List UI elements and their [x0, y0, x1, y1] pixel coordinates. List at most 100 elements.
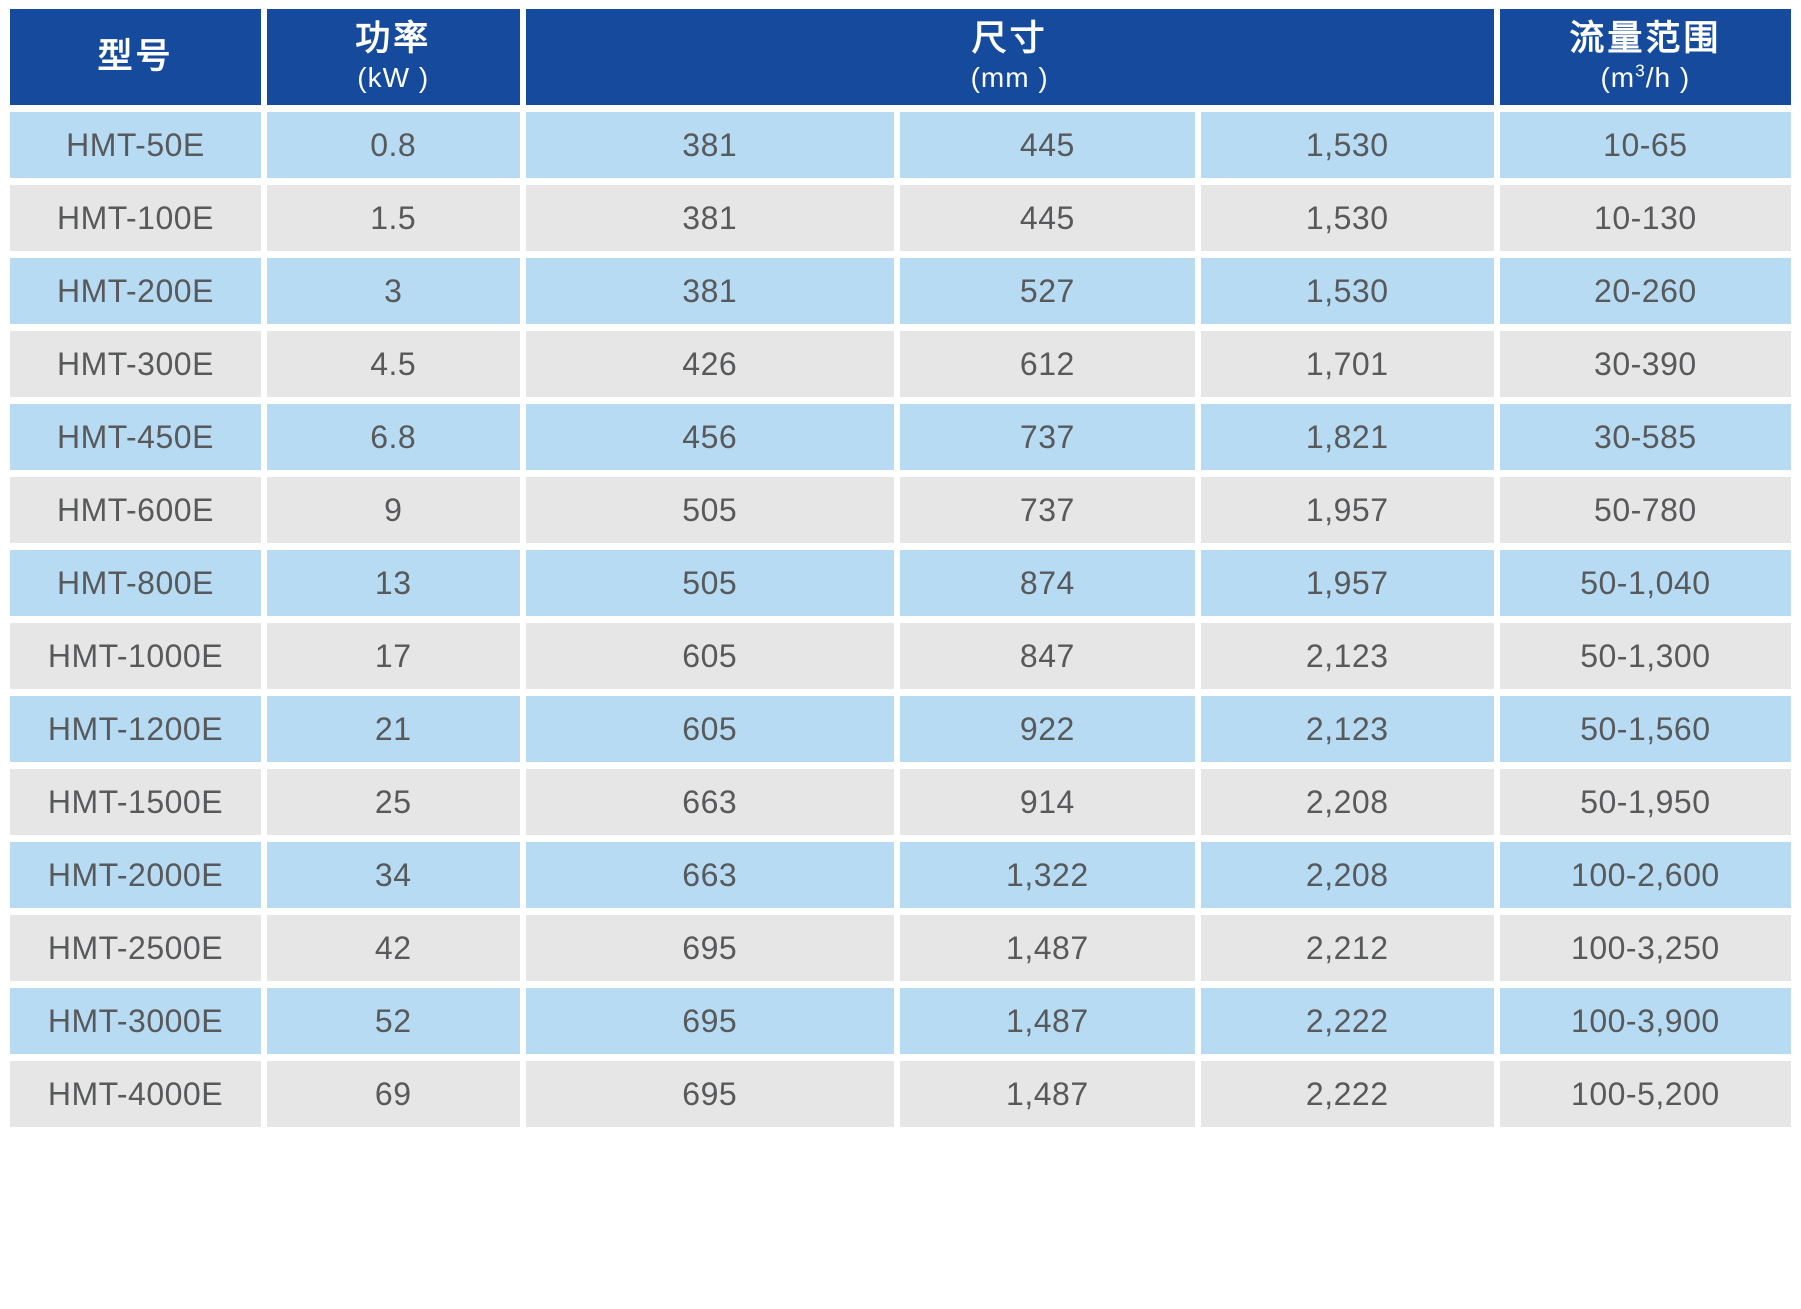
power-cell: 69: [266, 1061, 520, 1127]
dim2-cell: 737: [899, 477, 1195, 543]
dim3-cell: 2,222: [1200, 988, 1494, 1054]
flow-cell: 10-65: [1499, 112, 1791, 178]
table-row: HMT-800E 13 505 874 1,957 50-1,040: [10, 550, 1791, 616]
header-flow-range-label: 流量范围: [1569, 19, 1722, 59]
dim3-cell: 1,530: [1200, 258, 1494, 324]
power-cell: 21: [266, 696, 520, 762]
dim2-cell: 445: [899, 185, 1195, 251]
power-cell: 34: [266, 842, 520, 908]
flow-cell: 100-5,200: [1499, 1061, 1791, 1127]
dim2-cell: 612: [899, 331, 1195, 397]
model-cell: HMT-2500E: [10, 915, 261, 981]
dim1-cell: 505: [525, 477, 894, 543]
dim1-cell: 381: [525, 185, 894, 251]
table-row: HMT-4000E 69 695 1,487 2,222 100-5,200: [10, 1061, 1791, 1127]
power-cell: 4.5: [266, 331, 520, 397]
dim3-cell: 1,530: [1200, 185, 1494, 251]
table-row: HMT-2000E 34 663 1,322 2,208 100-2,600: [10, 842, 1791, 908]
header-power: 功率 (kW ): [266, 9, 520, 105]
table-row: HMT-1200E 21 605 922 2,123 50-1,560: [10, 696, 1791, 762]
dim1-cell: 456: [525, 404, 894, 470]
dim2-cell: 1,322: [899, 842, 1195, 908]
model-cell: HMT-600E: [10, 477, 261, 543]
dim1-cell: 695: [525, 988, 894, 1054]
flow-cell: 50-1,560: [1499, 696, 1791, 762]
table-row: HMT-1000E 17 605 847 2,123 50-1,300: [10, 623, 1791, 689]
header-dimensions: 尺寸 (mm ): [525, 9, 1494, 105]
dim1-cell: 505: [525, 550, 894, 616]
flow-cell: 30-390: [1499, 331, 1791, 397]
dim3-cell: 2,208: [1200, 769, 1494, 835]
table-row: HMT-200E 3 381 527 1,530 20-260: [10, 258, 1791, 324]
power-cell: 3: [266, 258, 520, 324]
flow-cell: 100-2,600: [1499, 842, 1791, 908]
dim2-cell: 1,487: [899, 988, 1195, 1054]
model-cell: HMT-100E: [10, 185, 261, 251]
header-power-unit: (kW ): [357, 62, 430, 94]
flow-cell: 50-1,950: [1499, 769, 1791, 835]
dim2-cell: 847: [899, 623, 1195, 689]
flow-cell: 100-3,250: [1499, 915, 1791, 981]
header-row: 型号 功率 (kW ) 尺寸 (mm ) 流量范围 (m3/h ): [10, 9, 1791, 105]
dim1-cell: 663: [525, 769, 894, 835]
table-row: HMT-3000E 52 695 1,487 2,222 100-3,900: [10, 988, 1791, 1054]
power-cell: 1.5: [266, 185, 520, 251]
dim2-cell: 1,487: [899, 1061, 1195, 1127]
power-cell: 52: [266, 988, 520, 1054]
model-cell: HMT-1000E: [10, 623, 261, 689]
header-dimensions-unit: (mm ): [970, 62, 1049, 94]
table-row: HMT-1500E 25 663 914 2,208 50-1,950: [10, 769, 1791, 835]
flow-cell: 50-780: [1499, 477, 1791, 543]
dim2-cell: 914: [899, 769, 1195, 835]
dim1-cell: 605: [525, 623, 894, 689]
dim1-cell: 695: [525, 915, 894, 981]
dim3-cell: 2,123: [1200, 623, 1494, 689]
dim1-cell: 663: [525, 842, 894, 908]
flow-cell: 10-130: [1499, 185, 1791, 251]
flow-cell: 50-1,040: [1499, 550, 1791, 616]
dim2-cell: 527: [899, 258, 1195, 324]
flow-cell: 50-1,300: [1499, 623, 1791, 689]
table-header: 型号 功率 (kW ) 尺寸 (mm ) 流量范围 (m3/h ): [10, 9, 1791, 105]
dim1-cell: 426: [525, 331, 894, 397]
header-flow-range: 流量范围 (m3/h ): [1499, 9, 1791, 105]
dim3-cell: 1,821: [1200, 404, 1494, 470]
flow-cell: 30-585: [1499, 404, 1791, 470]
header-power-label: 功率: [355, 19, 432, 59]
table-row: HMT-50E 0.8 381 445 1,530 10-65: [10, 112, 1791, 178]
dim1-cell: 381: [525, 258, 894, 324]
model-cell: HMT-2000E: [10, 842, 261, 908]
model-cell: HMT-200E: [10, 258, 261, 324]
power-cell: 42: [266, 915, 520, 981]
power-cell: 6.8: [266, 404, 520, 470]
dim3-cell: 2,212: [1200, 915, 1494, 981]
power-cell: 25: [266, 769, 520, 835]
dim3-cell: 2,123: [1200, 696, 1494, 762]
table-row: HMT-100E 1.5 381 445 1,530 10-130: [10, 185, 1791, 251]
dim2-cell: 922: [899, 696, 1195, 762]
table-row: HMT-600E 9 505 737 1,957 50-780: [10, 477, 1791, 543]
model-cell: HMT-300E: [10, 331, 261, 397]
model-cell: HMT-1500E: [10, 769, 261, 835]
header-dimensions-label: 尺寸: [971, 19, 1048, 59]
dim2-cell: 874: [899, 550, 1195, 616]
model-cell: HMT-50E: [10, 112, 261, 178]
flow-cell: 20-260: [1499, 258, 1791, 324]
product-spec-table: 型号 功率 (kW ) 尺寸 (mm ) 流量范围 (m3/h ) HMT-50…: [4, 2, 1797, 1134]
dim3-cell: 2,208: [1200, 842, 1494, 908]
power-cell: 17: [266, 623, 520, 689]
model-cell: HMT-800E: [10, 550, 261, 616]
model-cell: HMT-3000E: [10, 988, 261, 1054]
dim3-cell: 1,530: [1200, 112, 1494, 178]
model-cell: HMT-1200E: [10, 696, 261, 762]
power-cell: 13: [266, 550, 520, 616]
table-row: HMT-2500E 42 695 1,487 2,212 100-3,250: [10, 915, 1791, 981]
table-body: HMT-50E 0.8 381 445 1,530 10-65 HMT-100E…: [10, 112, 1791, 1127]
dim3-cell: 1,701: [1200, 331, 1494, 397]
dim3-cell: 1,957: [1200, 550, 1494, 616]
header-flow-range-unit: (m3/h ): [1600, 61, 1691, 94]
model-cell: HMT-4000E: [10, 1061, 261, 1127]
dim2-cell: 1,487: [899, 915, 1195, 981]
dim3-cell: 1,957: [1200, 477, 1494, 543]
